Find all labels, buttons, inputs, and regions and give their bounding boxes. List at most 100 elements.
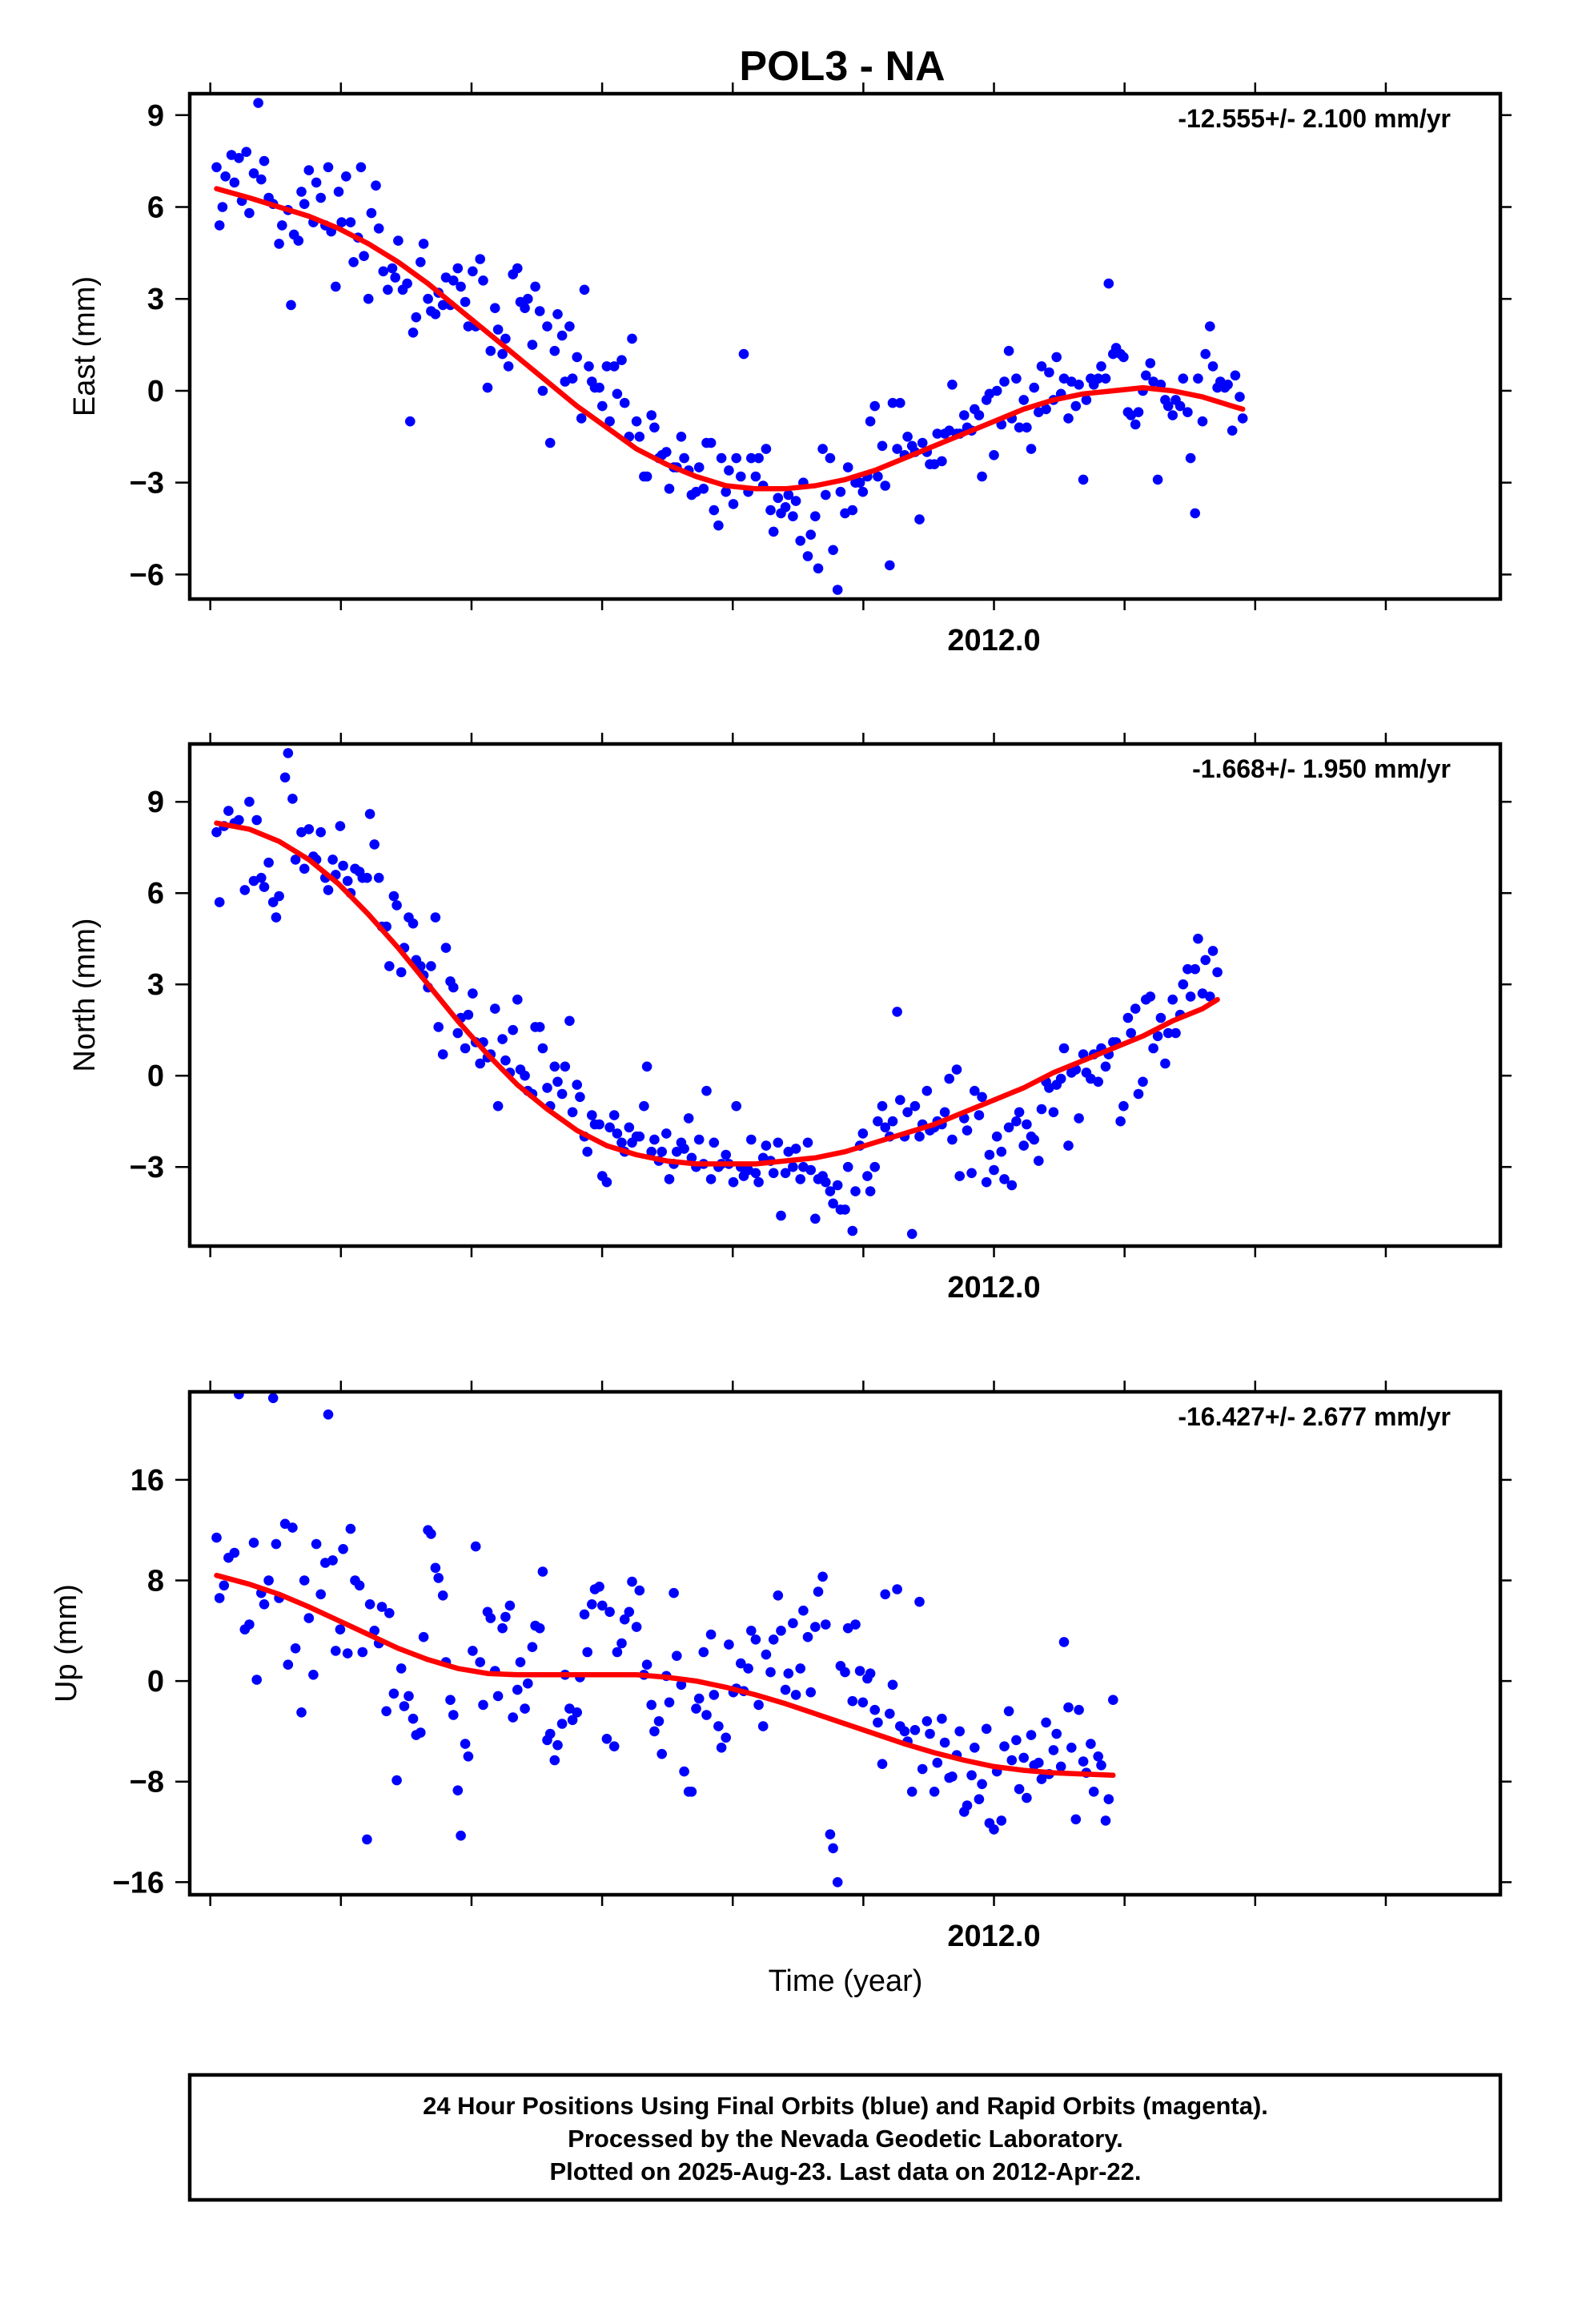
data-point xyxy=(1003,1122,1014,1133)
data-point xyxy=(736,471,746,482)
data-point xyxy=(437,300,448,311)
data-point xyxy=(220,171,231,182)
data-point xyxy=(1155,1012,1166,1023)
data-point xyxy=(880,1122,890,1133)
data-point xyxy=(456,281,466,292)
data-point xyxy=(653,1716,665,1727)
data-point xyxy=(686,1787,697,1797)
data-point xyxy=(877,440,888,452)
data-point xyxy=(582,1146,592,1157)
data-point xyxy=(373,872,384,883)
data-point xyxy=(753,452,764,464)
data-point xyxy=(753,1176,764,1188)
data-point xyxy=(1063,1140,1074,1151)
data-point xyxy=(523,293,533,304)
data-point xyxy=(411,312,422,323)
data-point xyxy=(1041,1717,1051,1728)
data-point xyxy=(683,1113,694,1124)
x-tick-label: 2012.0 xyxy=(947,624,1040,657)
data-point xyxy=(460,1739,471,1749)
data-point xyxy=(363,293,374,304)
data-point xyxy=(724,465,734,476)
data-point xyxy=(709,1137,720,1148)
data-point xyxy=(873,471,883,482)
data-point xyxy=(308,1670,319,1680)
data-point xyxy=(780,1684,791,1695)
data-point xyxy=(1036,361,1047,372)
data-point xyxy=(211,826,222,838)
data-point xyxy=(283,1659,294,1670)
data-point xyxy=(768,1168,779,1179)
data-point xyxy=(1207,946,1219,956)
data-point xyxy=(497,1034,508,1044)
y-tick-label: 0 xyxy=(147,1059,164,1093)
data-point xyxy=(850,1186,861,1196)
data-point xyxy=(560,1061,571,1072)
data-point xyxy=(805,1687,816,1698)
data-point xyxy=(601,361,612,372)
data-point xyxy=(639,1100,649,1112)
data-point xyxy=(802,1137,813,1148)
footer-line-1: 24 Hour Positions Using Final Orbits (bl… xyxy=(423,2092,1268,2120)
data-point xyxy=(552,1739,563,1751)
data-point xyxy=(991,385,1002,396)
data-point xyxy=(587,1110,597,1120)
data-point xyxy=(552,309,563,320)
y-tick-label: 9 xyxy=(147,99,164,133)
data-point xyxy=(698,1647,709,1658)
data-point xyxy=(1130,419,1141,430)
data-point xyxy=(549,1061,560,1072)
data-point xyxy=(1122,1012,1134,1023)
data-point xyxy=(880,480,890,491)
data-point xyxy=(217,202,228,212)
data-point xyxy=(497,1622,508,1634)
data-point xyxy=(418,1631,429,1642)
data-point xyxy=(746,452,757,464)
data-point xyxy=(840,1667,850,1678)
data-point xyxy=(426,1529,436,1539)
data-point xyxy=(1235,392,1245,402)
data-point xyxy=(426,961,436,971)
data-point xyxy=(676,1679,687,1691)
data-point xyxy=(835,486,846,497)
fit-line xyxy=(214,1572,1116,1779)
data-point xyxy=(601,1734,612,1744)
data-point xyxy=(468,988,478,999)
data-point xyxy=(854,477,865,488)
data-point xyxy=(1096,361,1106,372)
data-point xyxy=(274,891,284,902)
data-point xyxy=(821,489,831,501)
data-point xyxy=(721,486,731,497)
data-point xyxy=(954,1171,965,1181)
data-point xyxy=(679,1766,689,1777)
data-point xyxy=(582,1647,592,1658)
data-point xyxy=(842,1622,853,1634)
data-point xyxy=(991,1131,1002,1142)
data-point xyxy=(520,303,530,314)
data-point xyxy=(693,1134,705,1145)
data-point xyxy=(1138,1076,1148,1088)
data-point xyxy=(244,207,255,219)
data-point xyxy=(817,444,828,454)
data-point xyxy=(1029,382,1039,393)
data-point xyxy=(503,361,514,372)
data-point xyxy=(909,1725,921,1735)
data-point xyxy=(1018,1752,1029,1763)
data-point xyxy=(728,1176,739,1188)
data-point xyxy=(780,502,791,513)
fit-line xyxy=(214,820,1220,1167)
data-point xyxy=(679,1144,689,1154)
data-point xyxy=(709,1690,720,1700)
data-point xyxy=(805,1164,816,1176)
data-point xyxy=(364,809,375,819)
data-point xyxy=(357,1647,368,1658)
data-point xyxy=(1182,407,1193,417)
data-point xyxy=(788,1161,798,1172)
data-point xyxy=(865,416,876,427)
data-point xyxy=(234,153,244,163)
data-point xyxy=(832,1180,843,1191)
data-point xyxy=(1014,1107,1025,1118)
data-point xyxy=(892,1007,902,1017)
data-point xyxy=(790,496,801,506)
data-point xyxy=(854,1666,865,1676)
